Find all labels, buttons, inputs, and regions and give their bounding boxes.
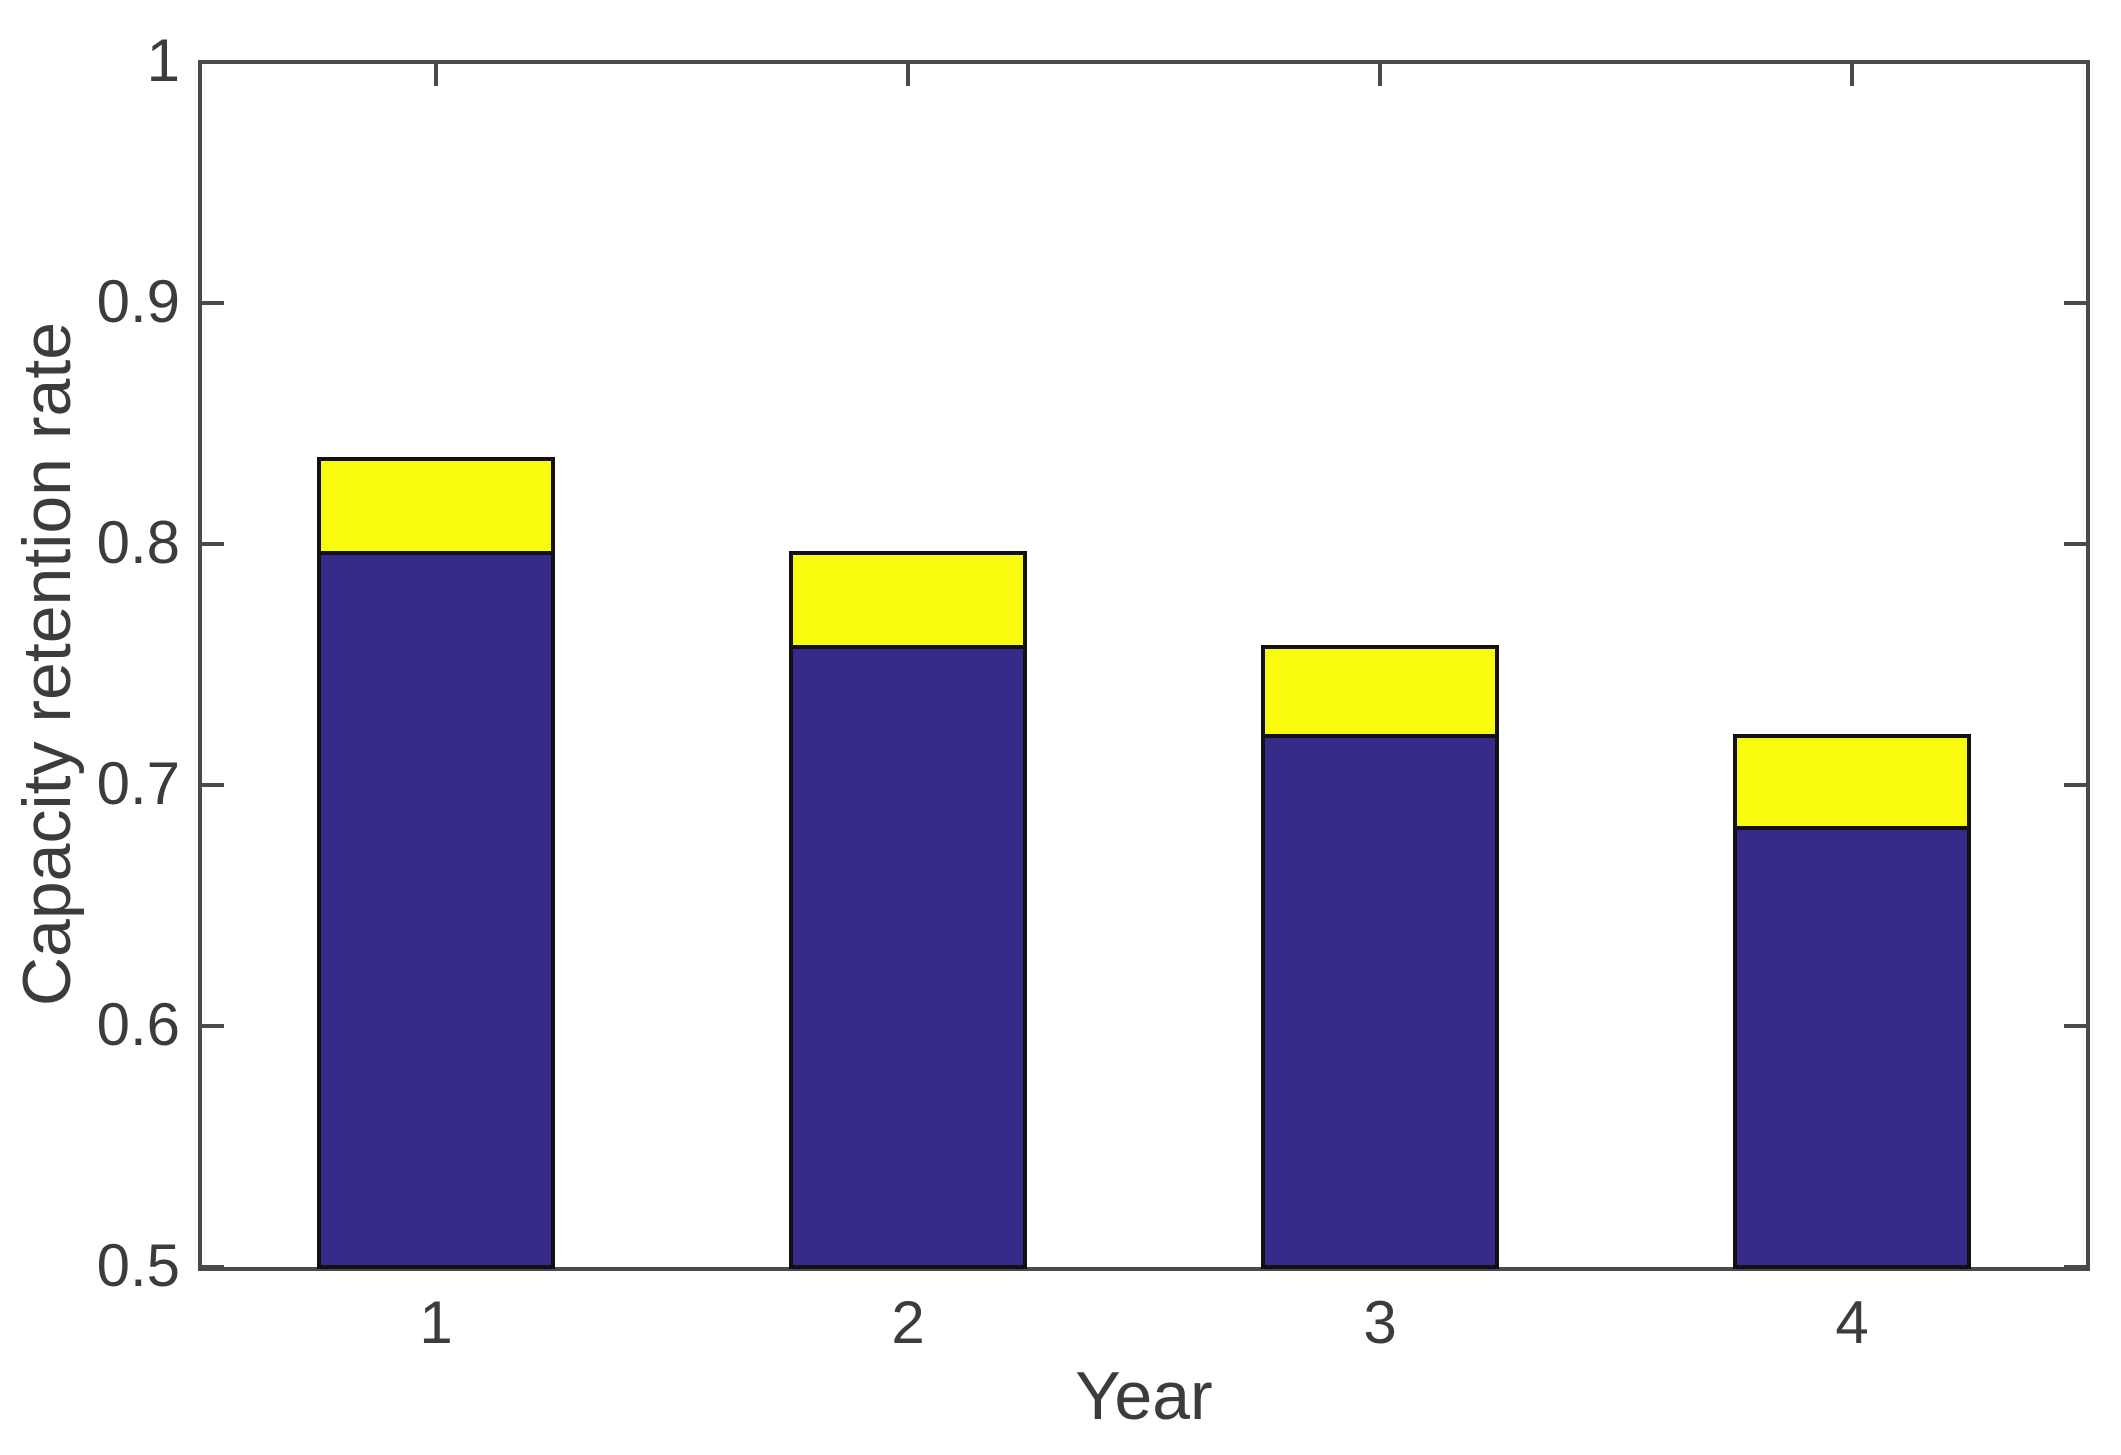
y-tick-right — [2064, 1265, 2086, 1269]
bar-segment-blue — [1261, 734, 1499, 1269]
bar-segment-yellow — [317, 457, 555, 552]
y-tick-label: 0.6 — [96, 990, 180, 1058]
x-tick-label: 1 — [419, 1289, 453, 1356]
y-tick-left — [202, 301, 224, 305]
x-tick-top — [906, 64, 910, 86]
bar-segment-yellow — [789, 551, 1027, 646]
y-tick-right — [2064, 542, 2086, 546]
bar-segment-blue — [789, 645, 1027, 1269]
bar-segment-blue — [1733, 825, 1971, 1269]
bar-segment-yellow — [1261, 645, 1499, 735]
y-tick-left — [202, 60, 224, 64]
y-axis-title: Capacity retention rate — [9, 321, 85, 1007]
y-tick-label: 1 — [146, 26, 180, 94]
y-tick-right — [2064, 1024, 2086, 1028]
y-tick-label: 0.9 — [96, 267, 180, 335]
y-tick-right — [2064, 783, 2086, 787]
y-tick-label: 0.8 — [96, 508, 180, 576]
y-tick-left — [202, 1024, 224, 1028]
x-tick-top — [1850, 64, 1854, 86]
x-tick-label: 3 — [1363, 1289, 1397, 1356]
y-tick-label: 0.5 — [96, 1231, 180, 1299]
bar-segment-yellow — [1733, 734, 1971, 826]
x-tick-label: 2 — [891, 1289, 925, 1356]
y-tick-right — [2064, 60, 2086, 64]
y-tick-label: 0.7 — [96, 749, 180, 817]
y-tick-right — [2064, 301, 2086, 305]
y-tick-left — [202, 783, 224, 787]
y-tick-left — [202, 1265, 224, 1269]
x-tick-top — [1378, 64, 1382, 86]
x-tick-label: 4 — [1835, 1289, 1869, 1356]
x-tick-top — [434, 64, 438, 86]
x-axis-title: Year — [1075, 1358, 1213, 1434]
bar-segment-blue — [317, 551, 555, 1269]
y-tick-left — [202, 542, 224, 546]
